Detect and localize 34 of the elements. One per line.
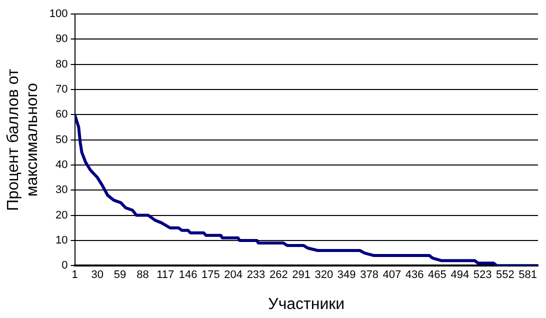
x-tick-label: 465 bbox=[428, 269, 446, 282]
x-tick-label: 175 bbox=[202, 269, 220, 282]
y-tick-label: 40 bbox=[56, 158, 68, 171]
y-tick-label: 10 bbox=[56, 234, 68, 246]
x-tick-label: 1 bbox=[72, 269, 78, 282]
y-tick-label: 60 bbox=[56, 108, 68, 121]
y-tick-label: 50 bbox=[56, 134, 68, 146]
x-tick-label: 88 bbox=[136, 269, 149, 282]
x-tick-label: 117 bbox=[156, 269, 174, 282]
y-tick-label: 100 bbox=[49, 8, 68, 20]
x-tick-label: 378 bbox=[360, 269, 378, 282]
x-tick-label: 59 bbox=[114, 269, 126, 282]
x-tick-label: 262 bbox=[269, 269, 288, 282]
x-tick-label: 407 bbox=[382, 269, 402, 282]
y-axis-title: Процент баллов от максимального bbox=[5, 68, 42, 211]
x-tick-label: 581 bbox=[518, 269, 538, 282]
y-tick-label: 80 bbox=[56, 58, 68, 70]
y-tick-label: 90 bbox=[56, 33, 68, 46]
x-tick-label: 146 bbox=[178, 269, 198, 282]
x-tick-label: 552 bbox=[496, 269, 514, 282]
x-tick-label: 523 bbox=[473, 269, 492, 282]
y-tick-label: 20 bbox=[56, 209, 68, 222]
y-tick-label: 70 bbox=[56, 84, 68, 96]
x-tick-label: 291 bbox=[292, 269, 310, 282]
x-tick-label: 436 bbox=[405, 269, 424, 282]
y-tick-label: 30 bbox=[56, 184, 68, 196]
x-tick-label: 494 bbox=[450, 269, 470, 282]
x-tick-label: 349 bbox=[337, 269, 356, 282]
x-tick-label: 233 bbox=[246, 269, 266, 282]
x-tick-label: 204 bbox=[224, 269, 243, 282]
x-tick-label: 30 bbox=[91, 269, 104, 282]
y-tick-label: 0 bbox=[62, 260, 68, 272]
x-tick-label: 320 bbox=[314, 269, 334, 282]
x-axis-title: Участники bbox=[268, 296, 345, 313]
